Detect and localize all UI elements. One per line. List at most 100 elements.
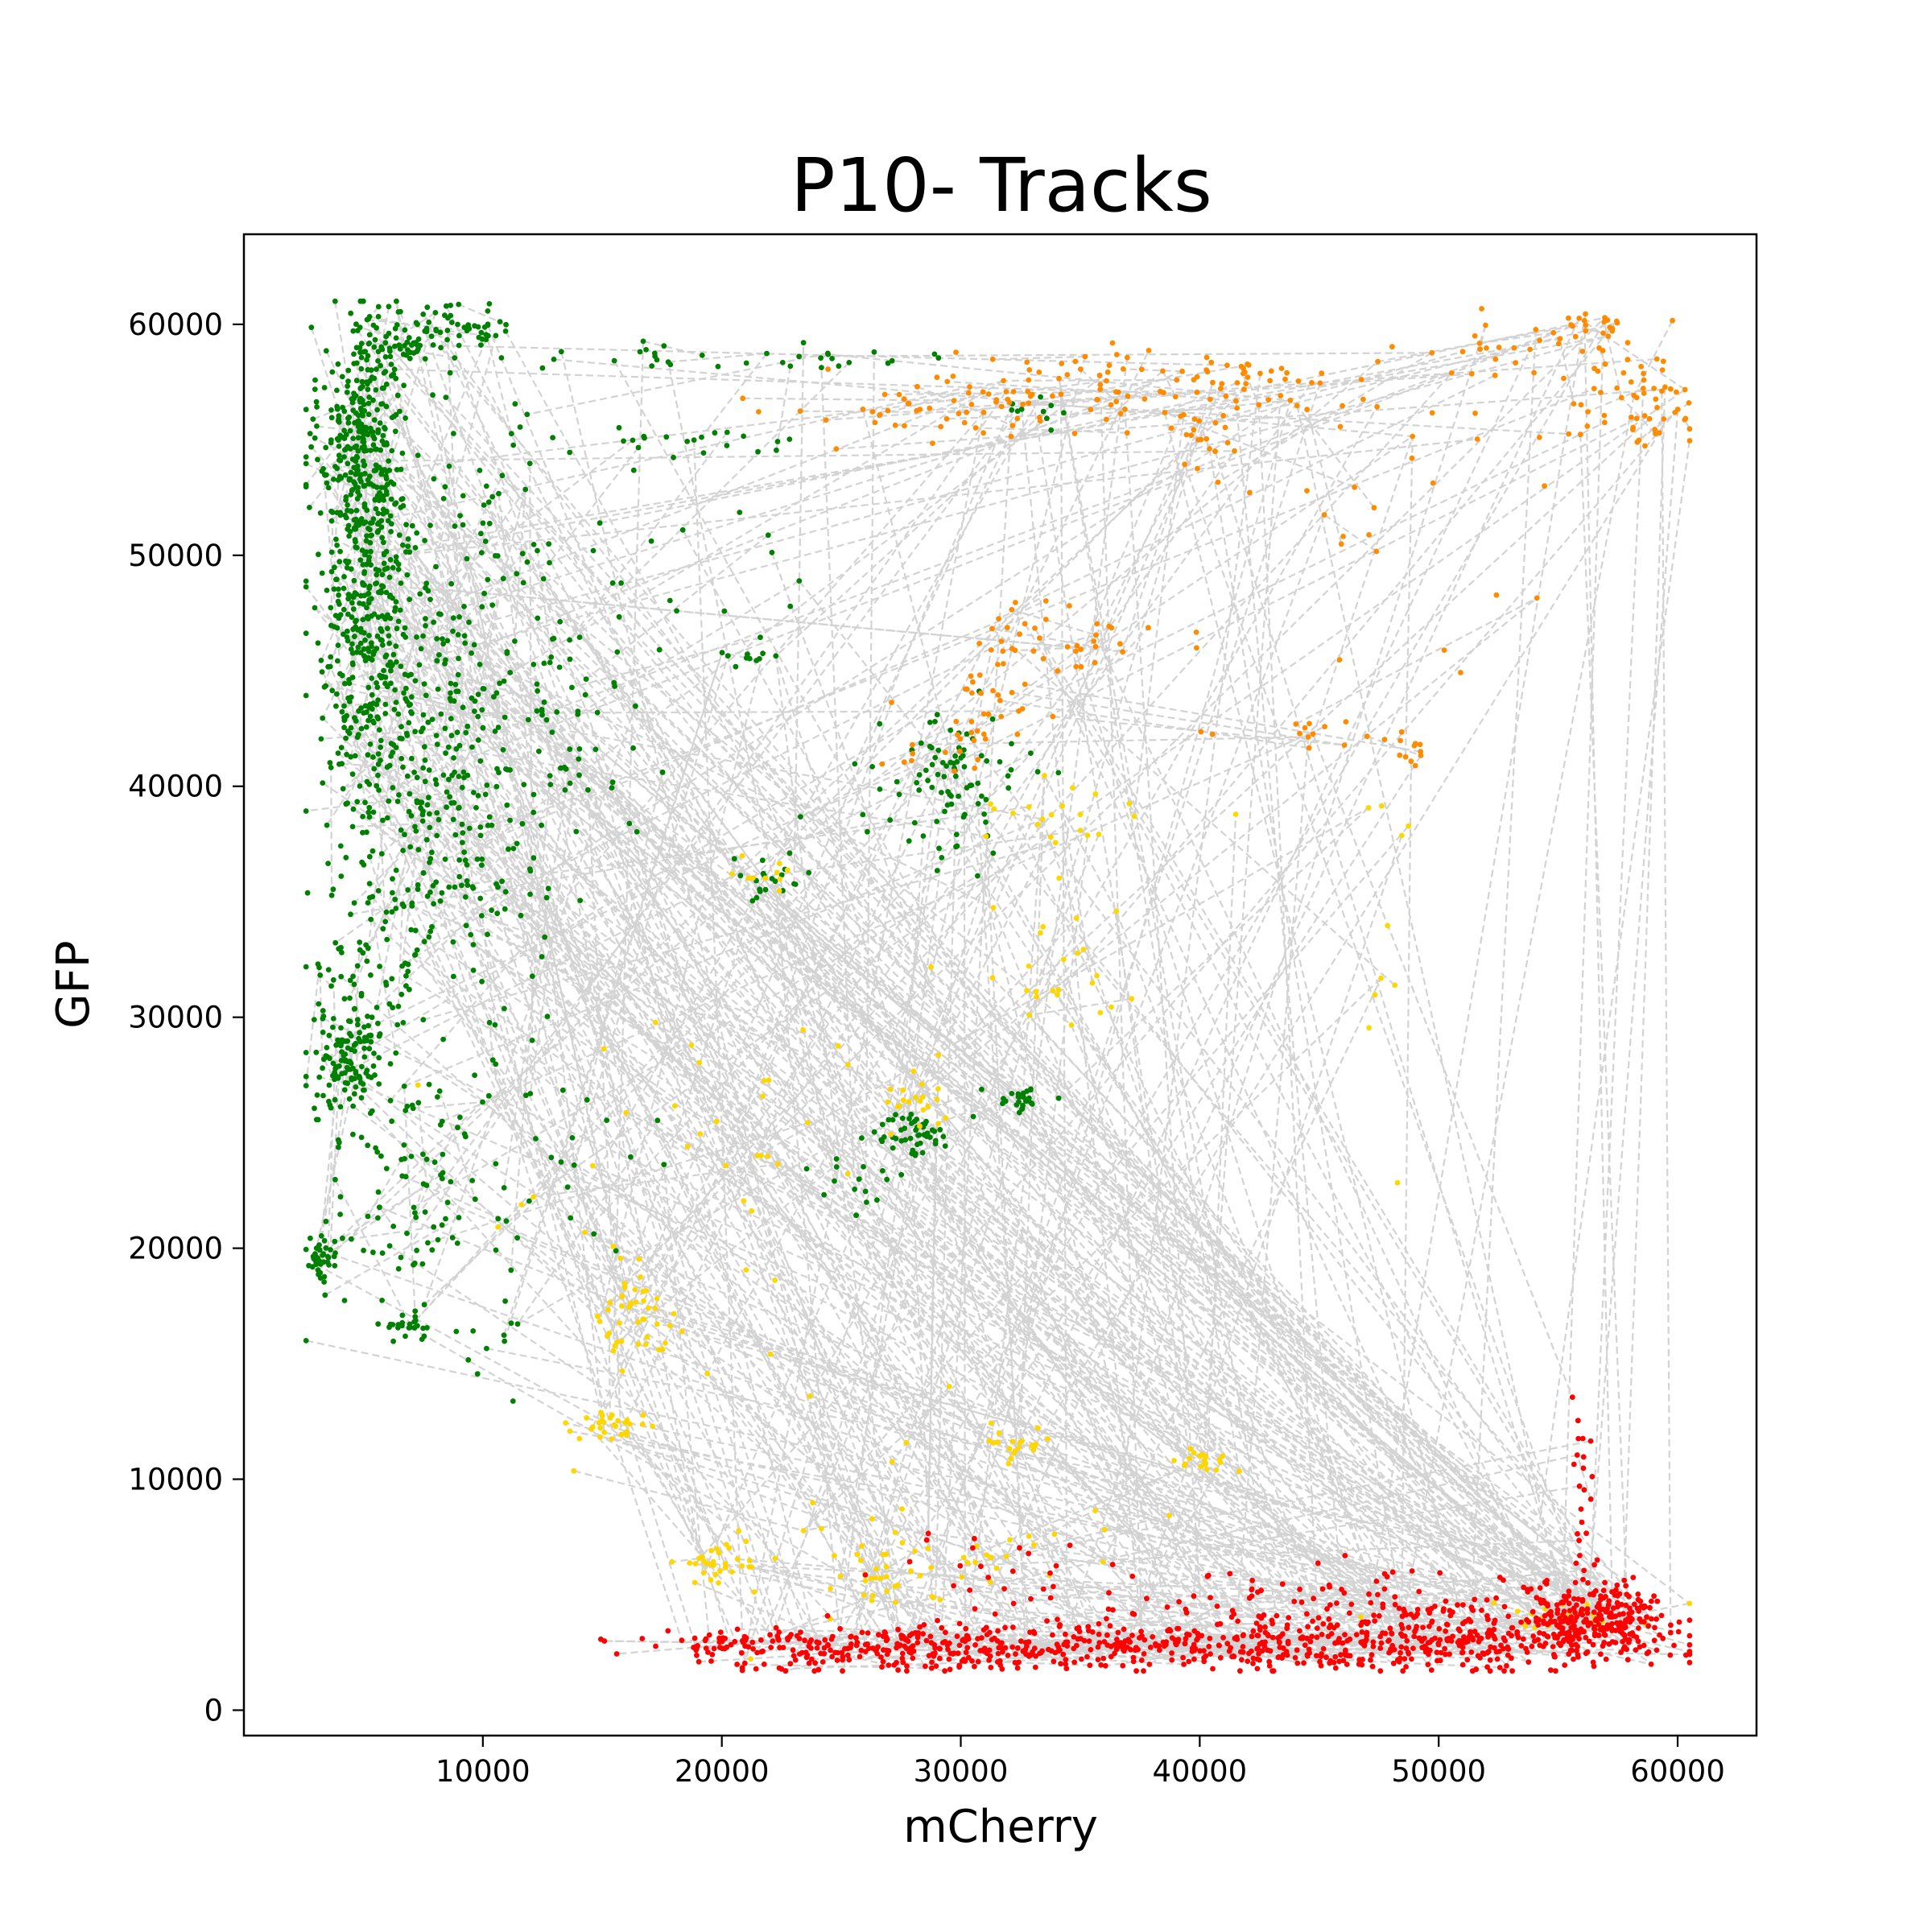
data-point <box>394 392 401 398</box>
data-point <box>935 1052 942 1059</box>
track-segment <box>998 374 1496 620</box>
track-segment <box>323 1059 336 1080</box>
data-point <box>1409 1568 1415 1574</box>
track-segment <box>693 1569 1584 1649</box>
data-point <box>1686 1633 1693 1639</box>
data-point <box>998 638 1005 644</box>
data-point <box>756 409 762 415</box>
data-point <box>464 723 471 729</box>
data-point <box>365 431 371 438</box>
track-segment <box>352 1105 1059 1652</box>
track-segment <box>389 469 1072 1026</box>
data-point <box>448 733 455 739</box>
data-point <box>449 1235 456 1241</box>
data-point <box>594 1313 601 1319</box>
track-segment <box>461 387 1595 844</box>
data-point <box>903 1439 910 1446</box>
data-point <box>659 769 666 775</box>
data-point <box>915 1133 921 1138</box>
data-point <box>455 632 461 638</box>
data-point <box>1542 1641 1549 1646</box>
data-point <box>396 792 402 798</box>
data-point <box>1612 1592 1618 1598</box>
data-point <box>546 541 552 547</box>
data-point <box>369 706 375 712</box>
data-point <box>1135 1646 1141 1653</box>
data-point <box>472 698 478 704</box>
data-point <box>609 785 615 791</box>
data-point <box>453 1328 460 1335</box>
data-point <box>334 576 340 583</box>
data-point <box>887 1086 894 1092</box>
y-tick-label: 60000 <box>128 308 223 342</box>
data-point <box>975 801 981 807</box>
data-point <box>717 1629 724 1635</box>
data-point <box>1108 1004 1114 1010</box>
data-point <box>347 995 353 1001</box>
track-segment <box>489 1022 494 1060</box>
data-point <box>1651 1637 1657 1644</box>
data-point <box>937 1655 943 1662</box>
data-point <box>350 594 357 601</box>
track-segment <box>322 782 1558 1626</box>
track-segment <box>365 1017 374 1074</box>
track-segment <box>849 754 1422 1649</box>
data-point <box>1542 1579 1548 1585</box>
data-point <box>365 400 372 407</box>
track-segment <box>1075 650 1392 1650</box>
data-point <box>1557 336 1563 342</box>
data-point <box>329 687 336 694</box>
data-point <box>1314 1625 1320 1631</box>
data-point <box>1228 1645 1234 1651</box>
data-point <box>479 862 485 869</box>
track-segment <box>369 585 927 1641</box>
data-point <box>326 1032 332 1038</box>
data-point <box>341 574 347 580</box>
data-point <box>1162 1643 1167 1649</box>
data-point <box>323 444 329 451</box>
data-point <box>398 724 404 730</box>
data-point <box>374 1149 381 1155</box>
data-point <box>333 703 339 709</box>
data-point <box>433 564 439 570</box>
data-point <box>320 465 326 472</box>
data-point <box>1004 625 1010 631</box>
data-point <box>749 875 756 881</box>
data-point <box>1648 1662 1654 1667</box>
data-point <box>898 1171 905 1178</box>
data-point <box>1630 1575 1637 1580</box>
data-point <box>382 354 389 360</box>
data-point <box>1514 1629 1521 1635</box>
track-segment <box>753 829 1081 879</box>
data-point <box>330 1016 336 1022</box>
data-point <box>1327 1657 1334 1664</box>
data-point <box>1182 1641 1188 1646</box>
track-segment <box>897 356 1086 1107</box>
data-point <box>366 473 373 480</box>
data-point <box>472 1196 478 1203</box>
track-segment <box>325 684 1043 820</box>
track-segment <box>1061 806 1094 984</box>
data-point <box>893 1136 899 1141</box>
data-point <box>969 690 975 696</box>
data-point <box>323 348 329 354</box>
data-point <box>963 1649 969 1656</box>
data-point <box>853 1212 859 1219</box>
data-point <box>1360 396 1366 402</box>
data-point <box>797 408 803 415</box>
data-point <box>1006 1446 1013 1451</box>
data-point <box>412 927 419 934</box>
data-point <box>617 1255 624 1261</box>
data-point <box>1390 1660 1397 1666</box>
data-point <box>432 310 439 316</box>
data-point <box>491 694 497 700</box>
data-point <box>1600 330 1606 336</box>
data-point <box>910 1643 916 1649</box>
track-segment <box>353 580 984 1651</box>
data-point <box>1285 1638 1291 1645</box>
data-point <box>1310 1618 1315 1624</box>
data-point <box>514 571 520 576</box>
data-point <box>1340 1657 1347 1664</box>
data-point <box>1088 1646 1094 1653</box>
data-point <box>1068 1022 1075 1028</box>
